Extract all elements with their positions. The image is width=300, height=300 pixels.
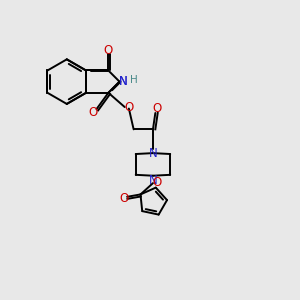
- Text: O: O: [119, 192, 128, 205]
- Text: H: H: [130, 75, 138, 85]
- Text: O: O: [153, 176, 162, 189]
- Text: N: N: [119, 75, 128, 88]
- Text: O: O: [125, 101, 134, 114]
- Text: N: N: [119, 75, 128, 88]
- Text: O: O: [104, 44, 113, 57]
- Text: O: O: [153, 102, 162, 115]
- Text: N: N: [148, 147, 157, 160]
- Text: O: O: [88, 106, 97, 119]
- Text: N: N: [148, 174, 157, 187]
